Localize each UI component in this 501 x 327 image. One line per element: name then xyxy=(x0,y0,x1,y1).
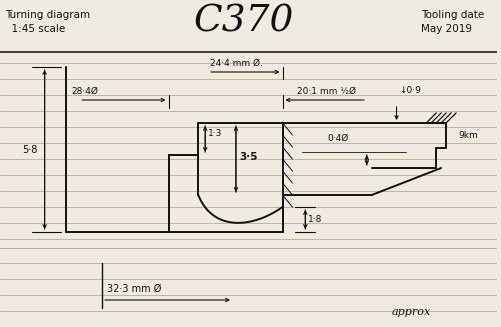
Text: 5·8: 5·8 xyxy=(22,145,37,155)
Text: C370: C370 xyxy=(193,4,294,40)
Text: 1·3: 1·3 xyxy=(208,129,222,139)
Text: 3·5: 3·5 xyxy=(239,152,258,162)
Text: ↓0·9: ↓0·9 xyxy=(399,86,421,95)
Text: 9km: 9km xyxy=(458,131,478,141)
Text: 0·4Ø: 0·4Ø xyxy=(327,134,348,143)
Text: 1:45 scale: 1:45 scale xyxy=(5,24,65,34)
Text: 1·8: 1·8 xyxy=(308,215,323,225)
Text: approx: approx xyxy=(392,307,431,317)
Text: 28·4Ø: 28·4Ø xyxy=(71,87,98,96)
Text: May 2019: May 2019 xyxy=(421,24,472,34)
Text: Tooling date: Tooling date xyxy=(421,10,484,20)
Text: 24·4 mm Ø.: 24·4 mm Ø. xyxy=(210,59,263,68)
Text: Turning diagram: Turning diagram xyxy=(5,10,90,20)
Text: 20·1 mm ½Ø: 20·1 mm ½Ø xyxy=(298,87,356,96)
Text: 32·3 mm Ø: 32·3 mm Ø xyxy=(107,284,161,294)
